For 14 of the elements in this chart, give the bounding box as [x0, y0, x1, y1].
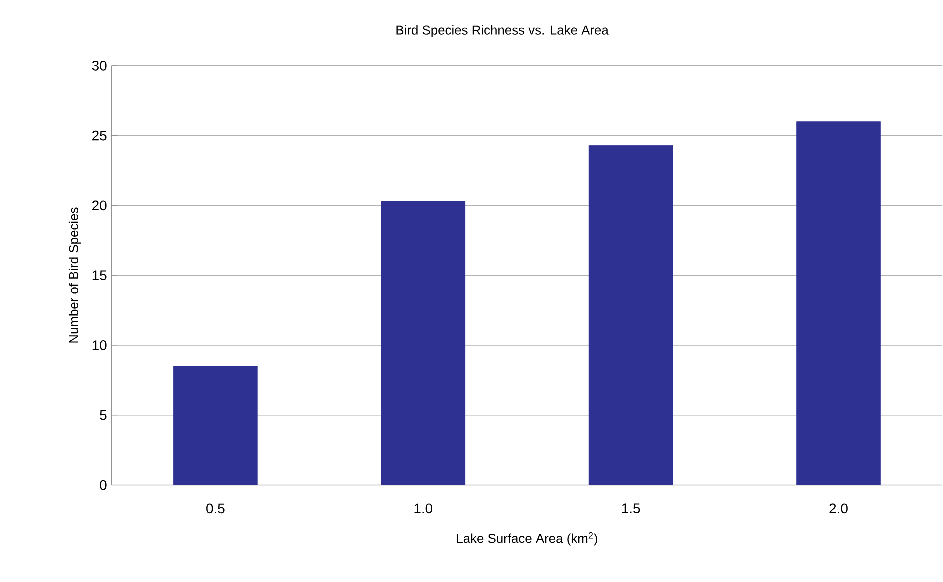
x-tick-label: 1.0	[414, 504, 433, 514]
y-tick-label: 15	[92, 270, 107, 280]
y-tick-label: 25	[92, 130, 107, 141]
x-axis-title: Lake Surface Area (km$^{2}$)	[457, 532, 598, 546]
y-tick-label: 10	[92, 340, 107, 350]
y-tick-label: 5	[100, 410, 107, 420]
x-tick-label: 1.5	[622, 504, 640, 514]
chart-title: Bird Species Richness vs. Lake Area	[396, 25, 609, 38]
y-axis-title: Number of Bird Species	[68, 208, 82, 343]
x-tick-label: 0.5	[206, 504, 225, 514]
y-tick-label: 0	[100, 480, 107, 490]
y-tick-label: 30	[92, 60, 107, 71]
y-tick-label: 20	[92, 200, 107, 211]
x-tick-label: 2.0	[830, 504, 848, 514]
